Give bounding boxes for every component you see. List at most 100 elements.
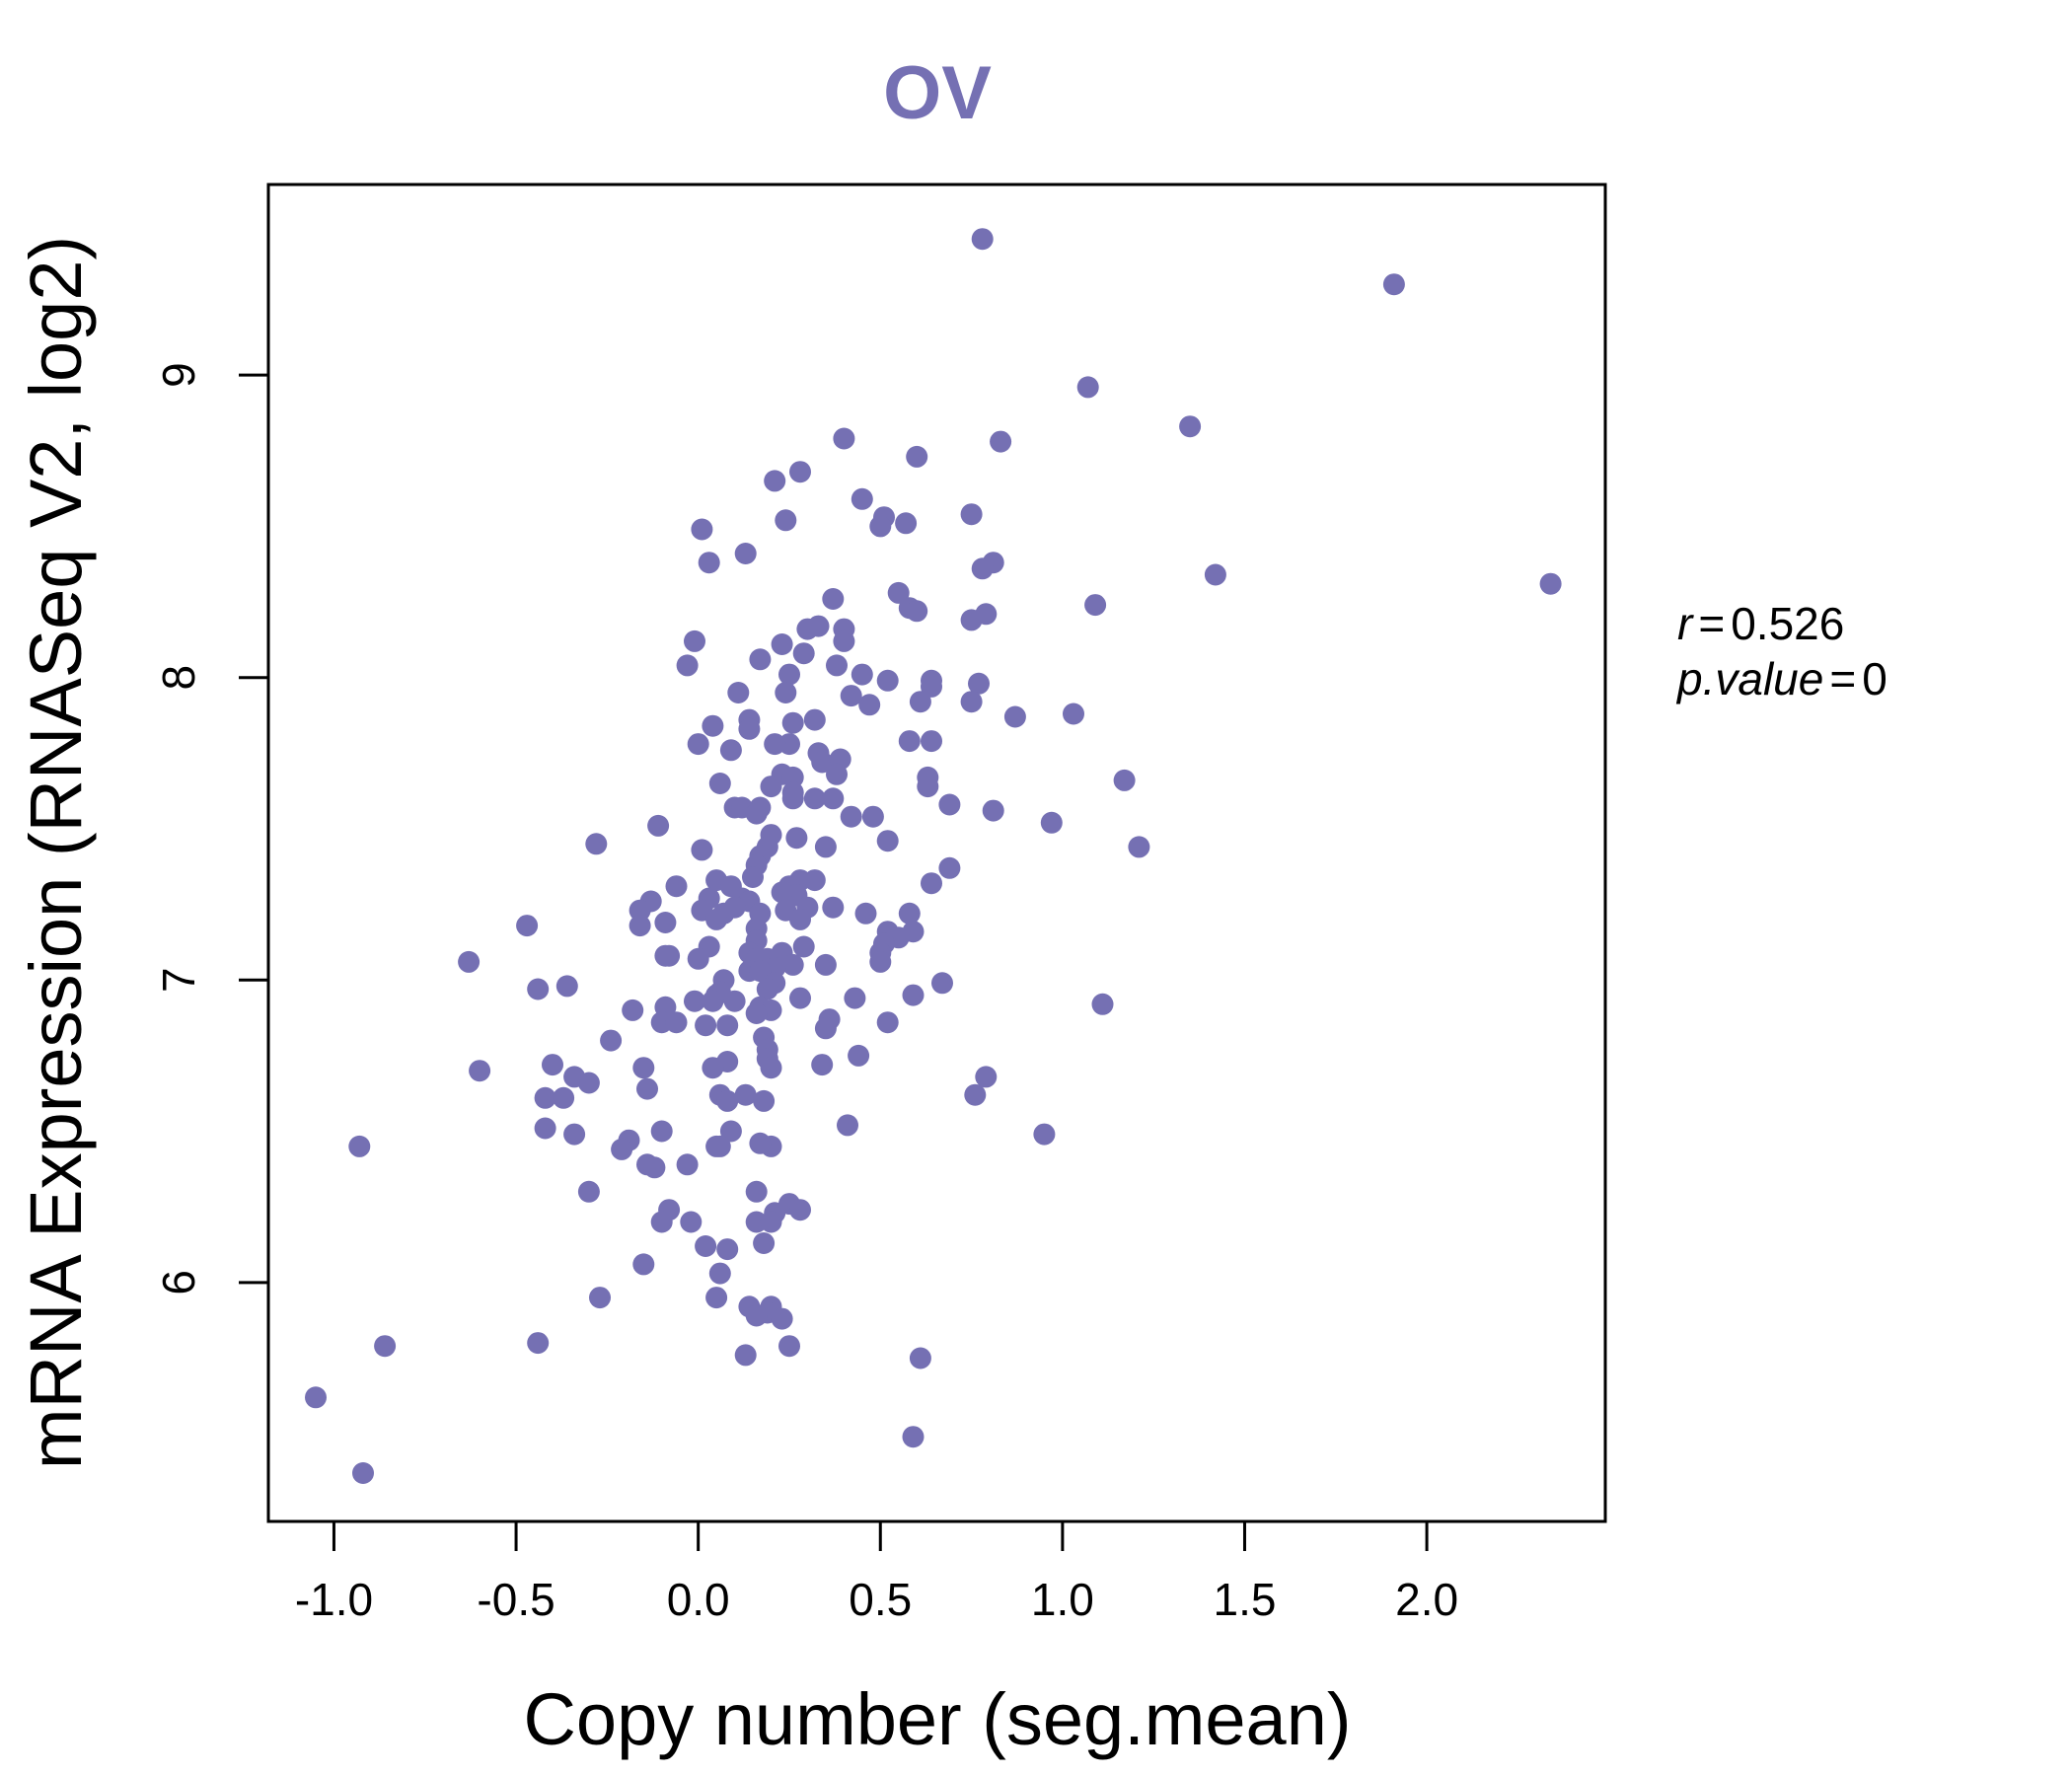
data-point bbox=[691, 518, 713, 541]
data-point bbox=[785, 827, 808, 850]
data-point bbox=[760, 1211, 782, 1233]
data-point bbox=[876, 1011, 899, 1034]
data-point bbox=[632, 1253, 655, 1276]
data-point bbox=[764, 470, 786, 492]
data-point bbox=[1179, 415, 1202, 438]
data-point bbox=[789, 1199, 811, 1221]
data-point bbox=[374, 1335, 397, 1358]
data-point bbox=[811, 751, 834, 774]
data-point bbox=[702, 990, 724, 1012]
data-point bbox=[789, 461, 811, 483]
data-point bbox=[814, 953, 837, 976]
data-point bbox=[822, 787, 845, 810]
data-point bbox=[960, 691, 983, 713]
data-point bbox=[833, 427, 855, 450]
data-point bbox=[917, 776, 939, 798]
data-point bbox=[705, 1135, 728, 1157]
data-point bbox=[708, 1262, 731, 1285]
data-point bbox=[527, 978, 550, 1000]
data-point bbox=[665, 875, 688, 898]
data-point bbox=[909, 691, 931, 713]
data-point bbox=[822, 896, 845, 919]
data-point bbox=[876, 669, 899, 692]
data-point bbox=[702, 1057, 724, 1079]
data-point bbox=[921, 872, 942, 895]
data-point bbox=[577, 1180, 600, 1203]
p-value: 0 bbox=[1862, 653, 1887, 704]
data-point bbox=[902, 1426, 925, 1448]
data-point bbox=[921, 675, 942, 698]
data-point bbox=[611, 1138, 633, 1160]
data-point bbox=[760, 776, 782, 798]
x-tick-label: 2.0 bbox=[1395, 1574, 1458, 1625]
data-point bbox=[844, 987, 866, 1009]
data-point bbox=[695, 1014, 717, 1037]
data-point bbox=[814, 836, 837, 858]
data-point bbox=[876, 830, 899, 852]
data-point bbox=[971, 228, 994, 251]
data-point bbox=[352, 1462, 374, 1484]
data-point bbox=[822, 588, 845, 610]
data-point bbox=[803, 708, 826, 731]
data-point bbox=[749, 648, 772, 671]
x-tick-label: 1.0 bbox=[1031, 1574, 1094, 1625]
data-point bbox=[796, 618, 819, 640]
x-axis-label: Copy number (seg.mean) bbox=[523, 1678, 1351, 1760]
data-point bbox=[938, 856, 961, 879]
data-point bbox=[1084, 594, 1107, 617]
data-point bbox=[534, 1117, 556, 1140]
data-point bbox=[775, 682, 797, 703]
data-point bbox=[719, 739, 742, 762]
data-point bbox=[858, 694, 881, 716]
data-point bbox=[982, 799, 1004, 822]
data-point bbox=[555, 975, 578, 998]
data-point bbox=[811, 1054, 834, 1076]
data-point bbox=[469, 1060, 491, 1082]
data-point bbox=[781, 953, 804, 976]
data-point bbox=[840, 805, 862, 828]
r-eq: = bbox=[1698, 598, 1725, 649]
data-point bbox=[789, 908, 811, 930]
data-point bbox=[990, 430, 1012, 453]
data-point bbox=[775, 509, 797, 532]
data-point bbox=[723, 990, 746, 1012]
data-point bbox=[563, 1123, 586, 1146]
data-point bbox=[665, 1011, 688, 1034]
data-point bbox=[622, 999, 644, 1021]
data-point bbox=[771, 1307, 793, 1330]
data-point bbox=[553, 1086, 575, 1109]
data-point bbox=[745, 1180, 768, 1203]
data-point bbox=[837, 1114, 858, 1137]
data-point bbox=[742, 866, 764, 888]
data-point bbox=[749, 1132, 772, 1154]
y-tick-label: 6 bbox=[153, 1270, 204, 1295]
plot-area bbox=[266, 183, 1607, 1523]
data-point bbox=[753, 1232, 776, 1254]
data-point bbox=[971, 557, 994, 580]
data-point bbox=[702, 714, 724, 737]
x-tick-label: -0.5 bbox=[477, 1574, 555, 1625]
data-point bbox=[643, 1156, 666, 1179]
data-point bbox=[658, 944, 681, 967]
data-point bbox=[921, 730, 942, 753]
data-point bbox=[687, 947, 709, 970]
data-point bbox=[909, 1347, 931, 1369]
data-point bbox=[676, 654, 699, 677]
data-point bbox=[960, 503, 983, 526]
data-point bbox=[789, 987, 811, 1009]
data-point bbox=[906, 445, 928, 468]
data-point bbox=[695, 1235, 717, 1257]
data-point bbox=[716, 1089, 739, 1112]
data-point bbox=[1076, 376, 1099, 399]
data-point bbox=[650, 1120, 673, 1143]
data-point bbox=[632, 1057, 655, 1079]
data-point bbox=[647, 814, 670, 837]
data-point bbox=[745, 1002, 768, 1024]
data-point bbox=[691, 839, 713, 861]
p-eq: = bbox=[1829, 653, 1856, 704]
data-point bbox=[745, 802, 768, 825]
data-point bbox=[716, 1238, 739, 1261]
data-point bbox=[826, 763, 848, 785]
r-label: r bbox=[1677, 598, 1694, 649]
data-point bbox=[792, 642, 815, 665]
